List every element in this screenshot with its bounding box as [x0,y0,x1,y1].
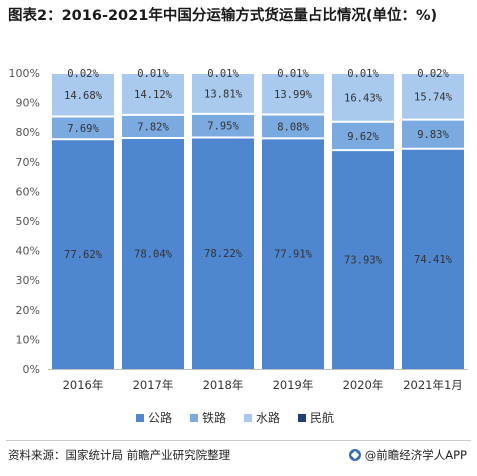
data-label: 7.82% [137,121,169,133]
data-label: 13.81% [204,88,243,100]
source-note: 资料来源：国家统计局 前瞻产业研究院整理 [8,448,231,462]
legend-label: 水路 [256,410,280,425]
y-tick-label: 30% [16,274,40,287]
data-label: 14.12% [134,89,173,101]
data-label: 0.01% [347,68,379,80]
bar-公路 [402,148,464,369]
x-tick-label: 2019年 [273,378,314,392]
bar-水路 [52,73,114,117]
x-tick-label: 2020年 [343,378,384,392]
bar-水路 [402,73,464,120]
bar-水路 [332,73,394,122]
y-tick-label: 50% [16,215,40,228]
x-tick-label: 2018年 [203,378,244,392]
data-label: 9.62% [347,131,379,143]
y-tick-label: 80% [16,126,40,139]
data-label: 78.04% [134,249,173,261]
brand-credit: @前瞻经济学人APP [348,447,467,463]
bar-铁路 [52,116,114,140]
bar-铁路 [122,114,184,139]
data-label: 0.01% [207,68,239,80]
x-tick-label: 2017年 [133,378,174,392]
y-tick-label: 70% [16,156,40,169]
data-label: 74.41% [414,254,453,266]
legend-label: 铁路 [202,410,226,425]
data-label: 7.95% [207,121,239,133]
brand-text: @前瞻经济学人APP [364,448,467,462]
legend-swatch-水路 [244,414,252,422]
y-tick-label: 20% [16,304,40,317]
data-label: 0.02% [67,68,99,80]
data-label: 7.69% [67,123,99,135]
data-label: 14.68% [64,90,103,102]
legend-swatch-公路 [136,414,144,422]
legend-label: 公路 [148,410,172,425]
bar-公路 [192,137,254,369]
bar-公路 [52,139,114,369]
y-tick-label: 0% [23,363,40,376]
bar-铁路 [402,119,464,149]
data-label: 0.01% [277,68,309,80]
y-tick-label: 90% [16,97,40,110]
x-tick-label: 2021年1月 [403,378,463,392]
stacked-bar-chart: 0% 10% 20% 30% 40% 50% 60% 70% 80% 90% 100% 77.62% 7… [9,67,468,425]
bar-公路 [332,150,394,369]
bar-水路 [262,73,324,115]
legend-swatch-民航 [298,414,306,422]
legend-label: 民航 [310,410,334,425]
data-label: 73.93% [344,255,383,267]
data-label: 15.74% [414,91,453,103]
data-label: 13.99% [274,89,313,101]
data-label: 0.01% [137,68,169,80]
data-label: 78.22% [204,248,243,260]
bar-铁路 [192,113,254,138]
chart-title: 图表2：2016-2021年中国分运输方式货运量占比情况(单位：%) [8,8,438,24]
y-tick-label: 60% [16,185,40,198]
bar-水路 [122,73,184,115]
y-tick-label: 40% [16,245,40,258]
bar-铁路 [262,114,324,139]
y-tick-label: 10% [16,333,40,346]
y-tick-label: 100% [9,67,40,80]
data-label: 77.62% [64,249,103,261]
data-label: 77.91% [274,249,313,261]
data-label: 9.83% [417,129,449,141]
data-label: 8.08% [277,121,309,133]
data-label: 0.02% [417,68,449,80]
legend-swatch-铁路 [190,414,198,422]
bar-铁路 [332,121,394,151]
x-tick-label: 2016年 [63,378,104,392]
bar-公路 [122,138,184,369]
bar-水路 [192,73,254,114]
brand-logo-icon [348,449,361,461]
bar-公路 [262,138,324,369]
data-label: 16.43% [344,92,383,104]
footer-divider [6,440,471,441]
